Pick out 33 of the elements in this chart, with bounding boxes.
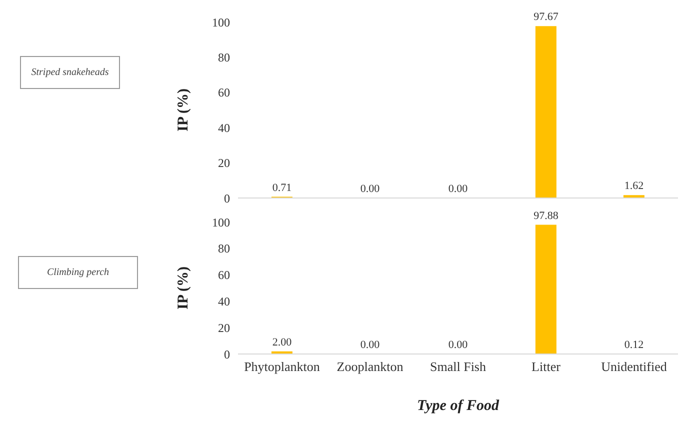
data-label: 1.62 xyxy=(624,180,644,192)
y-tick-label: 20 xyxy=(218,320,230,335)
y-tick-label: 0 xyxy=(224,191,230,206)
data-label: 0.71 xyxy=(272,182,292,194)
data-label: 97.67 xyxy=(534,11,559,24)
x-tick-label: Phytoplankton xyxy=(244,359,320,374)
data-label: 0.00 xyxy=(448,183,468,195)
y-tick-label: 100 xyxy=(212,15,230,30)
x-tick-label: Litter xyxy=(532,359,562,374)
data-label: 97.88 xyxy=(534,210,559,222)
data-label: 0.00 xyxy=(360,339,380,351)
y-axis-title: IP (%) xyxy=(175,266,192,310)
data-label: 2.00 xyxy=(272,336,292,348)
y-tick-label: 20 xyxy=(218,156,230,170)
y-axis-title: IP (%) xyxy=(175,88,192,132)
y-tick-label: 0 xyxy=(224,347,230,362)
y-tick-label: 60 xyxy=(218,268,230,282)
x-tick-label: Zooplankton xyxy=(336,359,404,374)
label-box: Striped snakeheads xyxy=(20,56,120,89)
data-label: 0.00 xyxy=(448,339,468,351)
x-tick-label: Small Fish xyxy=(430,359,486,374)
y-tick-label: 100 xyxy=(212,215,230,230)
bar xyxy=(535,26,556,198)
data-label: 0.00 xyxy=(360,183,380,195)
label-box: Climbing perch xyxy=(18,256,138,289)
x-axis-title: Type of Food xyxy=(417,398,500,414)
x-tick-label: Unidentified xyxy=(601,359,668,374)
data-label: 0.12 xyxy=(624,338,644,351)
y-tick-label: 80 xyxy=(218,242,230,256)
y-tick-label: 80 xyxy=(218,50,230,64)
y-tick-label: 40 xyxy=(218,120,230,135)
y-tick-label: 40 xyxy=(218,294,230,308)
y-tick-label: 60 xyxy=(218,86,230,100)
